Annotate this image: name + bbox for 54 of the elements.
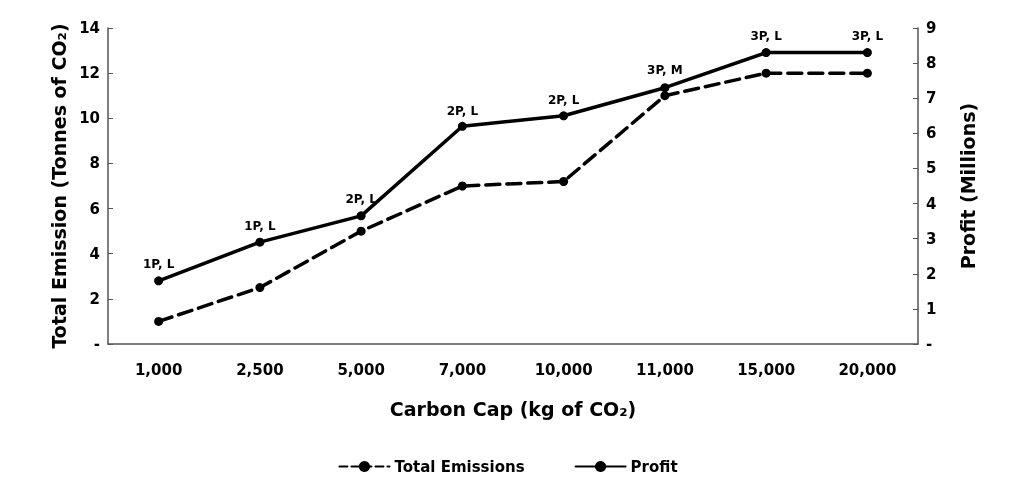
y-tick-label: 6 xyxy=(89,199,100,218)
x-tick-label: 7,000 xyxy=(438,360,487,379)
y2-tick-label: 4 xyxy=(926,194,937,213)
x-axis-title: Carbon Cap (kg of CO₂) xyxy=(389,397,637,420)
annotation: 3P, M xyxy=(647,63,683,78)
annotation: 2P, L xyxy=(547,92,580,107)
legend-label: Total Emissions xyxy=(394,457,525,476)
y-tick-label: 2 xyxy=(89,289,100,308)
y2-tick-label: - xyxy=(926,335,933,353)
point xyxy=(255,237,265,247)
point xyxy=(559,111,569,121)
point xyxy=(356,211,366,221)
y-tick-label: 4 xyxy=(89,244,100,263)
point xyxy=(862,48,872,58)
point xyxy=(154,316,164,326)
y2-tick-label: 2 xyxy=(926,264,937,283)
annotation: 3P, L xyxy=(851,29,884,44)
point xyxy=(255,283,265,293)
legend-label: Profit xyxy=(630,457,678,476)
y2-axis-title: Profit (Millions) xyxy=(956,102,979,270)
y2-tick-label: 9 xyxy=(926,19,937,37)
x-tick-label: 20,000 xyxy=(838,360,897,379)
x-tick-label: 1,000 xyxy=(134,360,183,379)
point xyxy=(559,176,569,186)
y-axis-title: Total Emission (Tonnes of CO₂) xyxy=(47,23,70,349)
y2-tick-label: 6 xyxy=(926,124,937,143)
y2-tick-label: 7 xyxy=(926,89,937,108)
point xyxy=(660,91,670,101)
y2-tick-label: 1 xyxy=(926,299,937,318)
point xyxy=(356,226,366,236)
point xyxy=(457,121,467,131)
y2-tick-label: 5 xyxy=(926,159,937,178)
y-tick-label: 14 xyxy=(79,19,100,37)
y-tick-label: - xyxy=(93,335,100,353)
x-tick-label: 5,000 xyxy=(337,360,385,379)
x-tick-label: 2,500 xyxy=(236,360,284,379)
x-tick-label: 15,000 xyxy=(737,360,796,379)
annotation: 2P, L xyxy=(446,103,479,118)
point xyxy=(761,48,771,58)
point xyxy=(660,83,670,93)
point xyxy=(862,68,872,78)
annotation: 3P, L xyxy=(750,29,783,44)
point xyxy=(457,181,467,191)
y2-tick-label: 8 xyxy=(926,54,937,73)
x-tick-label: 11,000 xyxy=(635,360,694,379)
point xyxy=(154,276,164,286)
y2-tick-label: 3 xyxy=(926,229,937,248)
y-tick-label: 12 xyxy=(79,64,100,83)
x-tick-label: 10,000 xyxy=(534,360,593,379)
annotation: 1P, L xyxy=(244,218,276,233)
annotation: 1P, L xyxy=(142,257,175,272)
point xyxy=(761,68,771,78)
y-tick-label: 10 xyxy=(79,109,100,128)
y-tick-label: 8 xyxy=(89,154,100,173)
